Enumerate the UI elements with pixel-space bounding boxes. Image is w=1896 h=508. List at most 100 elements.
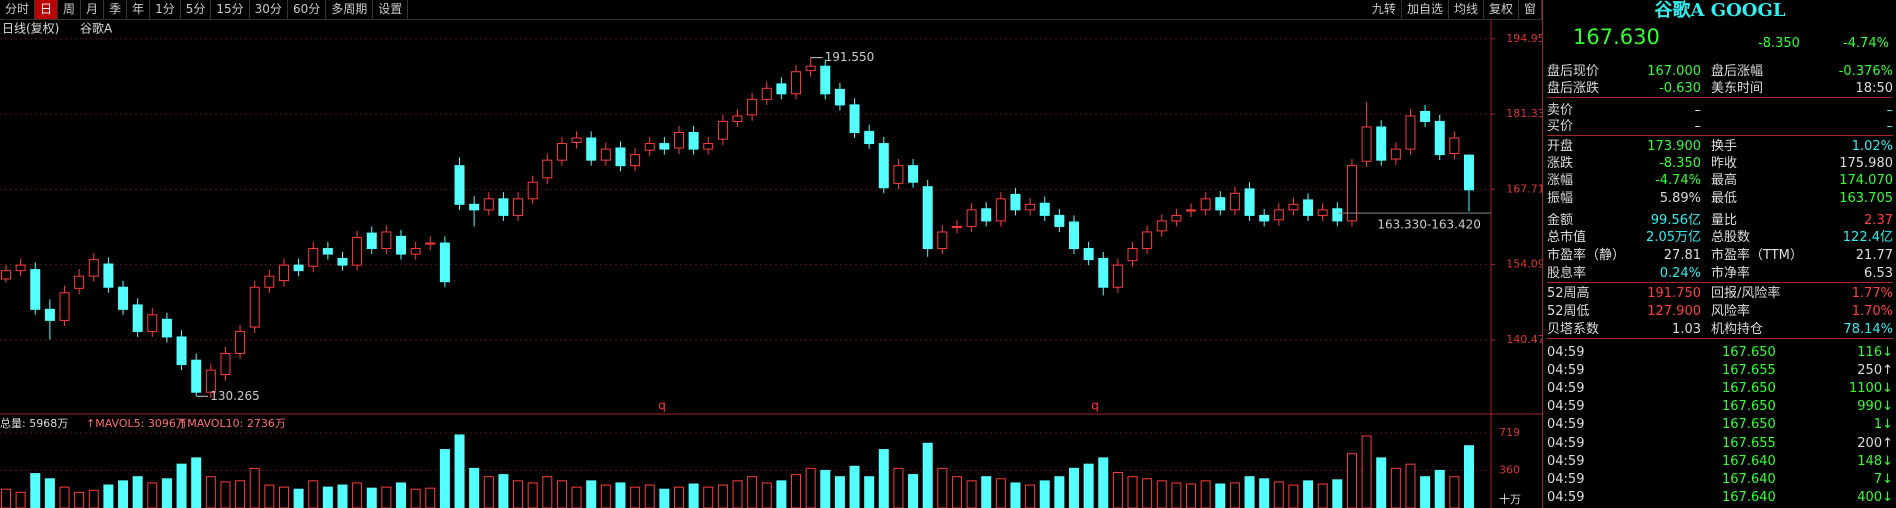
- quote-label: 市净率: [1711, 266, 1751, 282]
- volume-bar: [1449, 476, 1460, 508]
- candle-body: [1112, 264, 1123, 288]
- toolbar-item[interactable]: 15分: [211, 0, 250, 19]
- quote-value: 21.77: [1855, 248, 1893, 264]
- candle-body: [337, 257, 348, 266]
- quote-row: 52周高 191.750 回报/风险率 1.77%: [1547, 285, 1893, 302]
- toolbar-item[interactable]: 5分: [181, 0, 212, 19]
- volume-bar: [732, 480, 743, 508]
- toolbar-item[interactable]: 分时: [0, 0, 36, 19]
- quote-row: 总市值 2.05万亿 总股数 122.4亿: [1547, 229, 1893, 246]
- candle-body: [878, 143, 889, 189]
- trade-row: 04:59 167.655 250↑: [1547, 362, 1893, 379]
- candle-body: [820, 65, 831, 95]
- quote-value: 122.4亿: [1842, 229, 1893, 245]
- toolbar-item[interactable]: 30分: [250, 0, 288, 19]
- toolbar-item[interactable]: 窗: [1519, 0, 1542, 19]
- candle-body: [864, 130, 875, 145]
- toolbar-item[interactable]: 月: [81, 0, 105, 19]
- trade-time: 04:59: [1547, 417, 1585, 433]
- candle-body: [235, 330, 246, 355]
- trade-row: 04:59 167.650 116↓: [1547, 344, 1893, 361]
- volume-bar: [322, 486, 333, 508]
- trade-volume: 250↑: [1857, 363, 1893, 379]
- candle-body: [673, 132, 684, 149]
- toolbar-item[interactable]: 复权: [1484, 0, 1519, 19]
- candle-body: [747, 98, 758, 116]
- toolbar-item[interactable]: 周: [58, 0, 82, 19]
- quote-label: 买价: [1547, 118, 1574, 134]
- volume-bar: [908, 474, 919, 508]
- candle-body: [381, 231, 392, 250]
- candle-body: [322, 248, 333, 255]
- volume-bar: [1112, 472, 1123, 508]
- trade-row: 04:59 167.650 1↓: [1547, 416, 1893, 433]
- toolbar-item[interactable]: 60分: [288, 0, 327, 19]
- volume-bar: [1273, 481, 1284, 508]
- volume-bar: [1, 488, 11, 508]
- candle-body: [352, 236, 363, 266]
- toolbar-item[interactable]: 多周期: [326, 0, 374, 19]
- volume-bar: [630, 486, 641, 508]
- quote-value: 1.77%: [1851, 285, 1893, 301]
- toolbar-item[interactable]: 季: [104, 0, 128, 19]
- trade-price: 167.640: [1722, 489, 1776, 505]
- quote-label: 最高: [1711, 173, 1738, 189]
- candle-body: [1434, 120, 1445, 156]
- toolbar-item[interactable]: 1分: [150, 0, 181, 19]
- candle-body: [1229, 192, 1240, 211]
- quote-value: 167.000: [1647, 64, 1701, 80]
- candle-body: [1127, 248, 1138, 262]
- toolbar-item[interactable]: 九转: [1367, 0, 1402, 19]
- candle-body: [454, 165, 465, 205]
- volume-bar: [15, 491, 26, 508]
- volume-bar: [1376, 457, 1387, 508]
- candle-body: [132, 304, 143, 332]
- volume-bar: [1464, 445, 1474, 508]
- trade-volume: 148↓: [1857, 453, 1893, 469]
- y-tick-label: 154.098: [1506, 258, 1542, 271]
- quote-label: 机构持仓: [1711, 321, 1764, 337]
- trade-row: 04:59 167.655 200↑: [1547, 435, 1893, 452]
- candle-body: [644, 143, 655, 151]
- volume-bar: [1215, 483, 1226, 508]
- quote-label: 贝塔系数: [1547, 321, 1600, 337]
- volume-bar: [1420, 476, 1431, 508]
- candle-body: [308, 248, 319, 267]
- volume-bar: [644, 484, 655, 508]
- toolbar-item[interactable]: 日: [35, 0, 59, 19]
- trade-time: 04:59: [1547, 399, 1585, 415]
- candle-body: [220, 353, 231, 376]
- volume-bar: [1156, 480, 1167, 508]
- y-tick-label: 167.717: [1506, 182, 1542, 195]
- candle-body: [527, 181, 538, 200]
- volume-bar: [176, 463, 187, 508]
- volume-bar: [1259, 478, 1270, 508]
- quote-label: 量比: [1711, 213, 1738, 229]
- quote-row: 52周低 127.900 风险率 1.70%: [1547, 303, 1893, 320]
- candle-body: [1, 270, 11, 280]
- volume-bar: [1142, 478, 1153, 508]
- toolbar-item[interactable]: 年: [127, 0, 151, 19]
- candle-body: [805, 65, 816, 72]
- volume-bar: [864, 476, 875, 508]
- candle-body: [995, 198, 1006, 222]
- candle-body: [776, 83, 787, 95]
- trade-volume: 7↓: [1873, 471, 1893, 487]
- quote-value: 1.02%: [1851, 139, 1893, 155]
- volume-bar: [513, 480, 524, 508]
- candle-body: [1317, 209, 1328, 216]
- volume-bar: [278, 486, 289, 508]
- candle-body: [1215, 197, 1226, 211]
- candle-body: [439, 242, 450, 283]
- candle-body: [981, 208, 992, 222]
- toolbar-item[interactable]: 设置: [373, 0, 409, 19]
- quote-pct: -4.74%: [1843, 36, 1889, 51]
- volume-bar: [1390, 467, 1401, 508]
- trade-time: 04:59: [1547, 381, 1585, 397]
- volume-bar: [381, 486, 392, 508]
- candle-body: [30, 269, 41, 310]
- toolbar-item[interactable]: 均线: [1449, 0, 1484, 19]
- candle-body: [1156, 220, 1167, 232]
- toolbar-item[interactable]: 加自选: [1402, 0, 1449, 19]
- volume-bar: [132, 476, 143, 508]
